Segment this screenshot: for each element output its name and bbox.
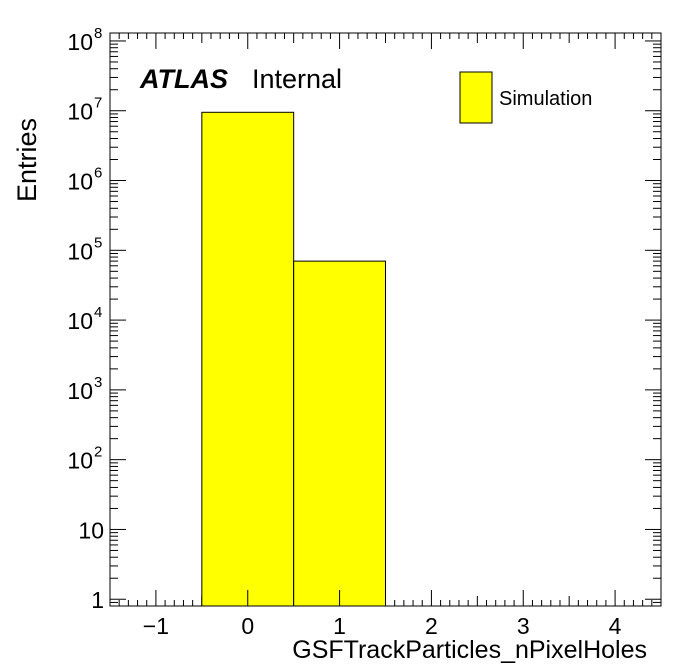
- y-tick-label: 10 7: [67, 95, 102, 125]
- y-tick-label-exponent: 2: [94, 444, 102, 461]
- plot-frame: [109, 32, 662, 607]
- x-tick-label: 4: [609, 613, 622, 639]
- legend-entry-simulation: Simulation: [499, 88, 592, 110]
- legend-swatch: [459, 71, 493, 124]
- y-tick-label-base: 10: [67, 238, 93, 264]
- x-tick-label: 3: [517, 613, 530, 639]
- major-ticks: [110, 33, 661, 606]
- y-tick-label: 10 5: [67, 234, 102, 264]
- y-tick-label-base: 10: [67, 448, 93, 474]
- y-tick-label: 10 6: [67, 165, 102, 195]
- histogram-bars: [201, 111, 386, 607]
- y-tick-label: 10: [78, 517, 104, 543]
- y-tick-label-exponent: 5: [94, 234, 102, 251]
- x-tick-label: 1: [333, 613, 346, 639]
- histogram-bar: [293, 260, 386, 607]
- histogram-bar: [201, 111, 295, 607]
- y-tick-label-base: 10: [67, 169, 93, 195]
- x-axis-label: GSFTrackParticles_nPixelHoles: [292, 636, 647, 664]
- x-tick-labels: −1 0 1 2 3 4: [143, 613, 622, 639]
- y-tick-label: 10 2: [67, 444, 102, 474]
- x-tick-label: 0: [241, 613, 254, 639]
- y-tick-label-base: 10: [67, 308, 93, 334]
- y-tick-label-exponent: 8: [94, 25, 102, 42]
- atlas-label: ATLAS: [139, 64, 228, 94]
- x-tick-label: −1: [143, 613, 169, 639]
- y-tick-label: 10 4: [67, 304, 102, 334]
- x-tick-label: 2: [425, 613, 438, 639]
- atlas-status-label: Internal: [252, 64, 342, 94]
- y-tick-label-base: 10: [67, 99, 93, 125]
- y-tick-label: 1: [91, 587, 104, 613]
- y-tick-label-exponent: 3: [94, 374, 102, 391]
- y-tick-label-base: 10: [67, 29, 93, 55]
- y-tick-label: 10 3: [67, 374, 102, 404]
- y-tick-label-base: 10: [67, 378, 93, 404]
- y-tick-label-exponent: 6: [94, 165, 102, 182]
- y-tick-label: 10 8: [67, 25, 102, 55]
- y-axis-label: Entries: [12, 118, 42, 202]
- y-tick-label-exponent: 7: [94, 95, 102, 112]
- y-tick-label-exponent: 4: [94, 304, 102, 321]
